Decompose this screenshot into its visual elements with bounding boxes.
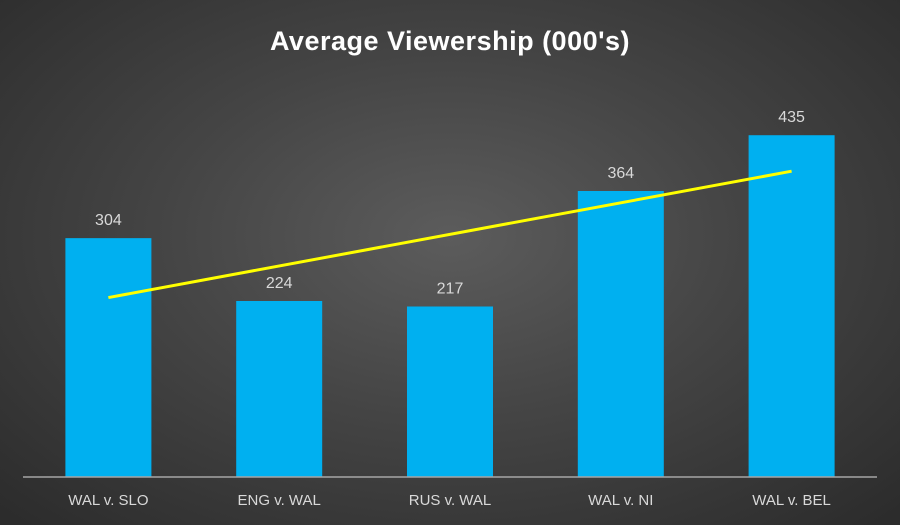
bar	[65, 238, 152, 477]
bar	[748, 135, 835, 477]
data-label: 364	[607, 165, 634, 182]
x-tick-label: ENG v. WAL	[238, 492, 321, 509]
x-tick-label: WAL v. SLO	[68, 492, 148, 509]
data-label: 435	[778, 109, 805, 126]
data-label: 224	[266, 275, 293, 292]
x-tick-label: WAL v. NI	[588, 492, 653, 509]
data-label: 304	[95, 212, 122, 229]
trendline	[108, 169, 792, 300]
bar	[407, 306, 493, 477]
x-tick-label: WAL v. BEL	[752, 492, 831, 509]
bar	[236, 301, 323, 477]
x-tick-label: RUS v. WAL	[409, 492, 492, 509]
chart-title: Average Viewership (000's)	[270, 26, 630, 56]
bar	[577, 191, 664, 477]
data-label: 217	[437, 281, 464, 298]
